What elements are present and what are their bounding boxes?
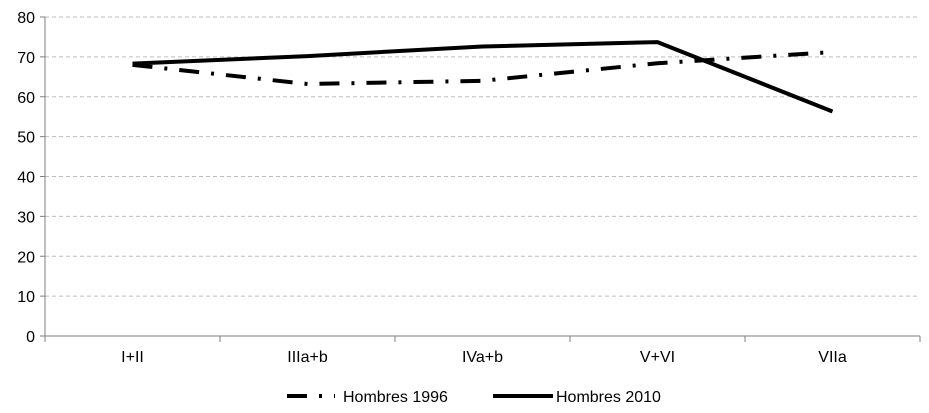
legend-label-2: Hombres 2010 [556,389,661,406]
series-lines [132,40,834,114]
y-tick-label: 80 [17,10,35,27]
y-tick-label: 20 [17,249,35,266]
series-line-2 [132,40,834,114]
x-tick-label: V+VI [640,349,675,366]
x-tick-label: IIIa+b [287,349,328,366]
x-tick-label: I+II [121,349,144,366]
x-tick-label: VIIa [818,349,847,366]
legend-label-1: Hombres 1996 [343,389,448,406]
y-tick-label: 10 [17,289,35,306]
y-tick-label: 30 [17,209,35,226]
y-tick-label: 70 [17,50,35,67]
y-tick-label: 50 [17,130,35,147]
y-tick-label: 0 [26,329,35,346]
axes: 0 10 20 30 40 50 60 70 80 I+II IIIa+b IVa+b V+VI VIIa [17,10,921,366]
gridlines [45,16,920,297]
legend: Hombres 1996 Hombres 2010 [287,389,661,406]
x-tick-label: IVa+b [462,349,503,366]
y-tick-label: 40 [17,170,35,187]
y-tick-label: 60 [17,90,35,107]
